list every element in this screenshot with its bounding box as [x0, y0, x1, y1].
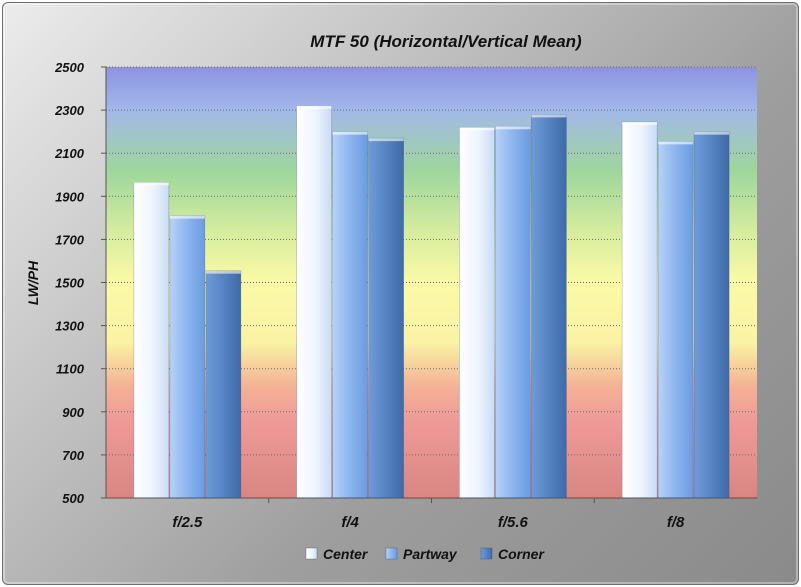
bar-top-highlight	[296, 105, 332, 109]
y-tick-label: 1100	[56, 362, 85, 377]
chart-title: MTF 50 (Horizontal/Vertical Mean)	[310, 32, 582, 51]
y-axis-ticks: 500 700 900 1100 1300 1500 1700 1900 2100 2300 250…	[54, 60, 106, 506]
y-tick-label: 2100	[54, 146, 85, 161]
x-category-label: f/8	[667, 514, 685, 531]
bar-corner	[368, 137, 404, 499]
x-category-label: f/5.6	[498, 514, 529, 531]
bar-partway	[332, 131, 368, 499]
bar-corner	[205, 270, 242, 499]
bar-top-highlight	[694, 131, 730, 135]
x-axis-categories: f/2.5 f/4 f/5.6 f/8	[172, 498, 685, 531]
bar-corner	[531, 114, 567, 499]
legend-label-partway: Partway	[403, 546, 458, 562]
x-category-label: f/2.5	[172, 514, 203, 531]
y-tick-label: 1700	[55, 232, 85, 247]
legend-swatch-partway	[385, 547, 398, 560]
legend-label-center: Center	[323, 546, 369, 562]
bar-partway	[657, 141, 694, 499]
bar-top-highlight	[495, 126, 531, 130]
legend: Center Partway Corner	[305, 546, 545, 562]
bar-center	[621, 121, 658, 499]
y-tick-label: 2500	[54, 60, 85, 75]
bar-top-highlight	[622, 121, 658, 125]
bar-top-highlight	[459, 127, 495, 131]
bar-partway	[495, 125, 531, 499]
bar-center	[133, 181, 170, 499]
y-axis-label: LW/PH	[25, 260, 41, 305]
bar-center	[296, 105, 332, 499]
bar-top-highlight	[332, 131, 368, 135]
bar-top-highlight	[658, 141, 694, 145]
bar-top-highlight	[169, 215, 205, 219]
legend-swatch-corner	[480, 547, 493, 560]
bars	[133, 105, 730, 499]
legend-label-corner: Corner	[498, 546, 545, 562]
bar-top-highlight	[205, 270, 241, 274]
y-tick-label: 1500	[55, 276, 85, 291]
bar-top-highlight	[368, 138, 404, 142]
bar-corner	[693, 131, 730, 499]
bar-center	[459, 127, 495, 499]
legend-swatch-center	[305, 547, 318, 560]
y-tick-label: 1300	[55, 319, 85, 334]
bar-partway	[169, 215, 206, 499]
x-category-label: f/4	[341, 514, 359, 531]
bar-top-highlight	[531, 114, 567, 118]
bar-top-highlight	[133, 182, 169, 186]
y-tick-label: 900	[62, 405, 84, 420]
y-tick-label: 700	[62, 448, 84, 463]
y-tick-label: 500	[62, 491, 84, 506]
y-tick-label: 1900	[55, 189, 85, 204]
y-tick-label: 2300	[54, 103, 85, 118]
